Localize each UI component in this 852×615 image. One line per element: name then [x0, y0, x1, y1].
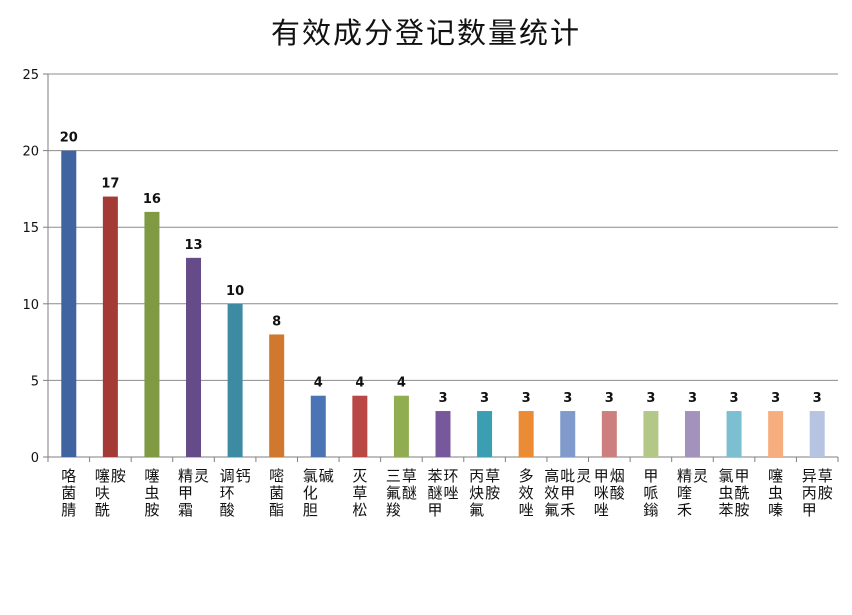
data-label: 3: [480, 391, 489, 406]
data-label: 8: [272, 314, 281, 329]
data-label: 3: [771, 391, 780, 406]
y-tick-label: 25: [22, 68, 39, 83]
bar: [61, 150, 77, 457]
data-label: 3: [605, 391, 614, 406]
bar: [310, 395, 326, 457]
category-label: 噻呋酰胺: [95, 467, 126, 519]
data-label: 3: [438, 391, 447, 406]
y-tick-label: 0: [31, 451, 39, 466]
category-label: 嘧菌酯: [269, 467, 284, 519]
category-label: 噻虫嗪: [768, 467, 783, 519]
category-label: 甲咪唑烟酸: [594, 467, 625, 519]
data-label: 4: [314, 376, 323, 391]
bar: [560, 411, 576, 457]
category-label: 高效氟吡甲禾灵: [544, 467, 591, 519]
bar: [601, 411, 617, 457]
category-label: 精喹禾灵: [677, 467, 708, 519]
y-tick-label: 20: [22, 145, 39, 160]
data-label: 13: [184, 238, 202, 253]
category-label: 苯醚甲环唑: [427, 467, 458, 519]
data-label: 3: [646, 391, 655, 406]
y-tick-label: 15: [22, 221, 39, 236]
data-label: 4: [397, 376, 406, 391]
data-label: 3: [522, 391, 531, 406]
chart-title: 有效成分登记数量统计: [270, 16, 581, 50]
data-label: 3: [563, 391, 572, 406]
data-label: 17: [101, 177, 119, 192]
category-label: 丙炔氟草胺: [469, 467, 500, 519]
bar: [768, 411, 784, 457]
category-label: 灭草松: [352, 467, 367, 519]
bar: [477, 411, 493, 457]
y-tick-label: 10: [22, 298, 39, 313]
data-label: 3: [688, 391, 697, 406]
bar: [269, 334, 285, 457]
bar: [726, 411, 742, 457]
bar: [352, 395, 368, 457]
bar: [809, 411, 825, 457]
category-label: 咯菌腈: [61, 467, 76, 519]
data-label: 4: [355, 376, 364, 391]
category-label: 甲哌鎓: [643, 467, 658, 519]
bar: [102, 196, 118, 457]
bar: [186, 257, 202, 457]
bar: [435, 411, 451, 457]
bar: [227, 303, 243, 457]
category-label: 氯虫苯甲酰胺: [719, 467, 750, 519]
category-label: 多效唑: [519, 467, 534, 519]
data-label: 3: [813, 391, 822, 406]
data-label: 3: [730, 391, 739, 406]
category-label: 氯化胆碱: [303, 467, 334, 519]
category-label: 调环酸钙: [220, 467, 251, 519]
data-label: 16: [143, 192, 161, 207]
category-label: 精甲霜灵: [178, 467, 209, 519]
data-label: 10: [226, 284, 244, 299]
bar: [144, 211, 160, 457]
bar: [643, 411, 659, 457]
bar: [684, 411, 700, 457]
data-label: 20: [60, 131, 78, 146]
category-label: 异丙甲草胺: [802, 467, 833, 519]
bar: [393, 395, 409, 457]
category-label: 三氟羧草醚: [386, 467, 417, 519]
y-tick-label: 5: [31, 374, 39, 389]
bar: [518, 411, 534, 457]
category-label: 噻虫胺: [144, 467, 159, 519]
